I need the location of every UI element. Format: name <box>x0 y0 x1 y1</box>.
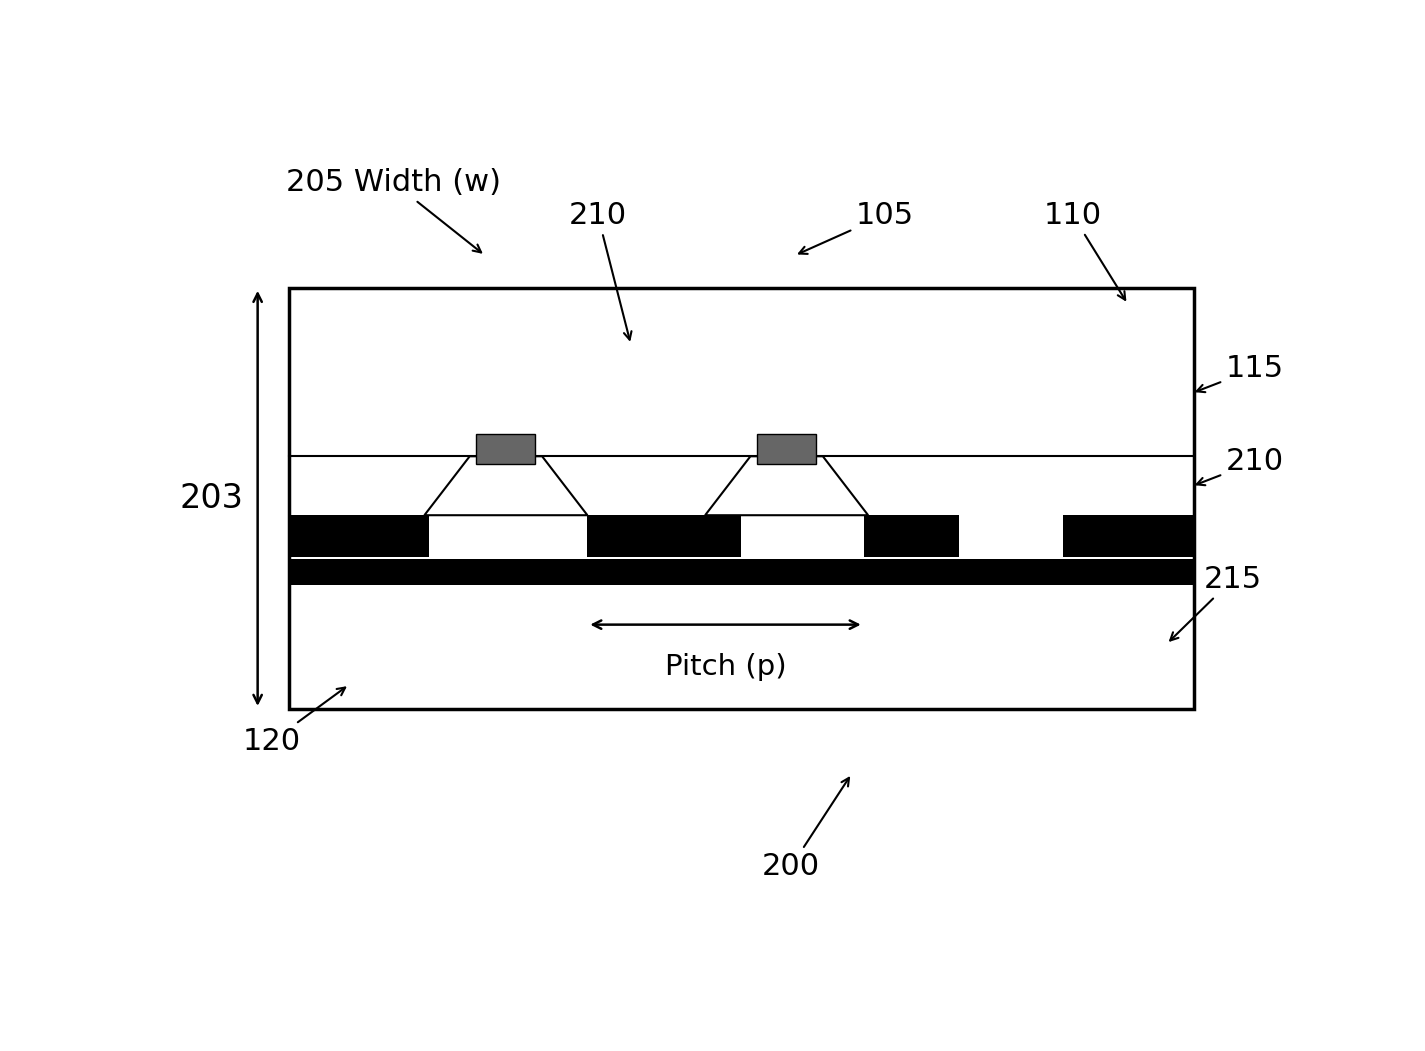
Text: 215: 215 <box>1170 564 1263 640</box>
Text: 115: 115 <box>1197 354 1284 392</box>
Text: 110: 110 <box>1043 201 1126 300</box>
Bar <box>288 288 1194 708</box>
Text: 205 Width (w): 205 Width (w) <box>286 168 502 252</box>
Bar <box>1063 515 1194 557</box>
Bar <box>741 511 864 557</box>
Bar <box>587 515 741 557</box>
Bar <box>959 511 1063 557</box>
Text: 210: 210 <box>1197 448 1284 486</box>
Bar <box>288 559 1194 584</box>
Text: 203: 203 <box>180 482 244 515</box>
Text: 105: 105 <box>799 201 913 254</box>
Bar <box>429 511 587 557</box>
Bar <box>864 515 959 557</box>
Text: Pitch (p): Pitch (p) <box>664 653 787 681</box>
Bar <box>757 434 817 463</box>
Polygon shape <box>705 456 868 515</box>
Text: 120: 120 <box>242 687 345 756</box>
Bar <box>288 515 429 557</box>
Text: 200: 200 <box>762 778 849 881</box>
Text: 210: 210 <box>569 201 631 339</box>
Polygon shape <box>425 456 587 515</box>
Bar <box>476 434 536 463</box>
